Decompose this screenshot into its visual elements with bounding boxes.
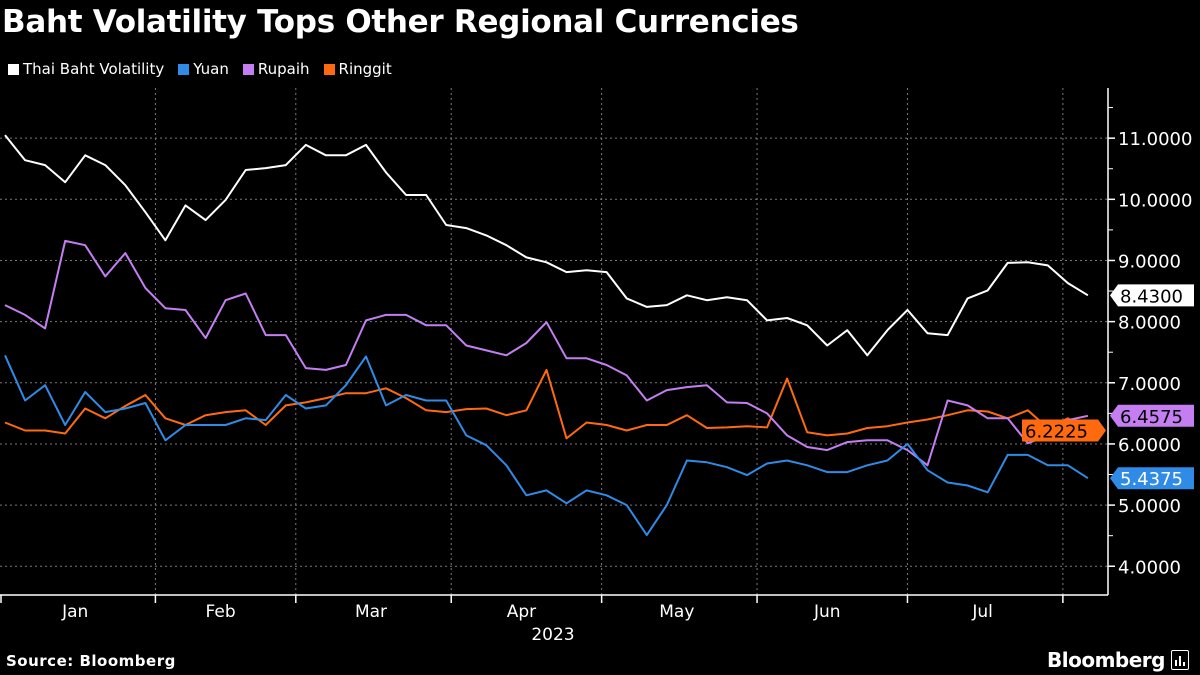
legend-item-rupaih: Rupaih [242,60,310,78]
series-line-yuan [4,354,1089,537]
gridlines [0,88,1108,595]
last-value-flag [1110,404,1194,427]
series-line-rupaih [4,239,1089,467]
legend-item-yuan: Yuan [178,60,229,78]
x-tick-label: Jun [813,602,841,622]
legend-label: Yuan [193,60,229,78]
x-tick-label: Feb [206,602,236,622]
logo-text: Bloomberg [1047,648,1165,672]
last-value-label: 8.4300 [1120,286,1183,307]
source-note: Source: Bloomberg [6,652,176,670]
axes: 4.0000 5.0000 6.0000 7.0000 8.0000 9.0000 10.0… [0,88,1192,645]
legend-swatch [178,63,190,75]
last-value-flag [1110,467,1194,490]
last-value-label: 6.2225 [1025,421,1088,442]
series-line-thai-baht-volatility [4,134,1089,357]
last-value-flag [1022,419,1106,442]
legend-label: Thai Baht Volatility [23,60,165,78]
legend-label: Ringgit [338,60,392,78]
y-tick-label: 6.0000 [1118,435,1181,456]
y-tick-label: 5.0000 [1118,496,1181,517]
series-line-ringgit [4,368,1089,440]
x-tick-label: Jul [971,602,993,622]
legend-item-ringgit: Ringgit [323,60,392,78]
legend-label: Rupaih [257,60,310,78]
chart-bars-icon [1170,650,1189,670]
y-tick-label: 10.0000 [1118,190,1192,211]
x-tick-label: Mar [355,602,387,622]
last-value-labels: 8.4300 6.4575 5.4375 6.2225 [1022,284,1194,490]
legend-swatch [8,63,19,75]
legend: Thai Baht Volatility Yuan Rupaih Ringgit [8,60,392,78]
y-tick-label: 8.0000 [1118,313,1181,334]
x-axis-label: 2023 [531,625,574,645]
x-tick-label: Apr [507,602,536,622]
x-tick-label: Jan [61,602,88,622]
last-value-label: 5.4375 [1120,469,1183,490]
y-tick-label: 4.0000 [1118,557,1181,578]
legend-item-baht: Thai Baht Volatility [8,60,164,78]
y-tick-label: 9.0000 [1118,251,1181,272]
y-tick-label: 11.0000 [1118,129,1192,150]
x-tick-label: May [659,602,694,622]
legend-swatch [323,63,335,75]
last-value-flag [1110,284,1194,307]
last-value-label: 6.4575 [1120,407,1183,428]
bloomberg-logo: Bloomberg [1047,648,1189,672]
chart-title: Baht Volatility Tops Other Regional Curr… [2,4,799,40]
y-tick-label: 7.0000 [1118,374,1181,395]
series-lines [4,134,1089,537]
legend-swatch [242,63,254,75]
